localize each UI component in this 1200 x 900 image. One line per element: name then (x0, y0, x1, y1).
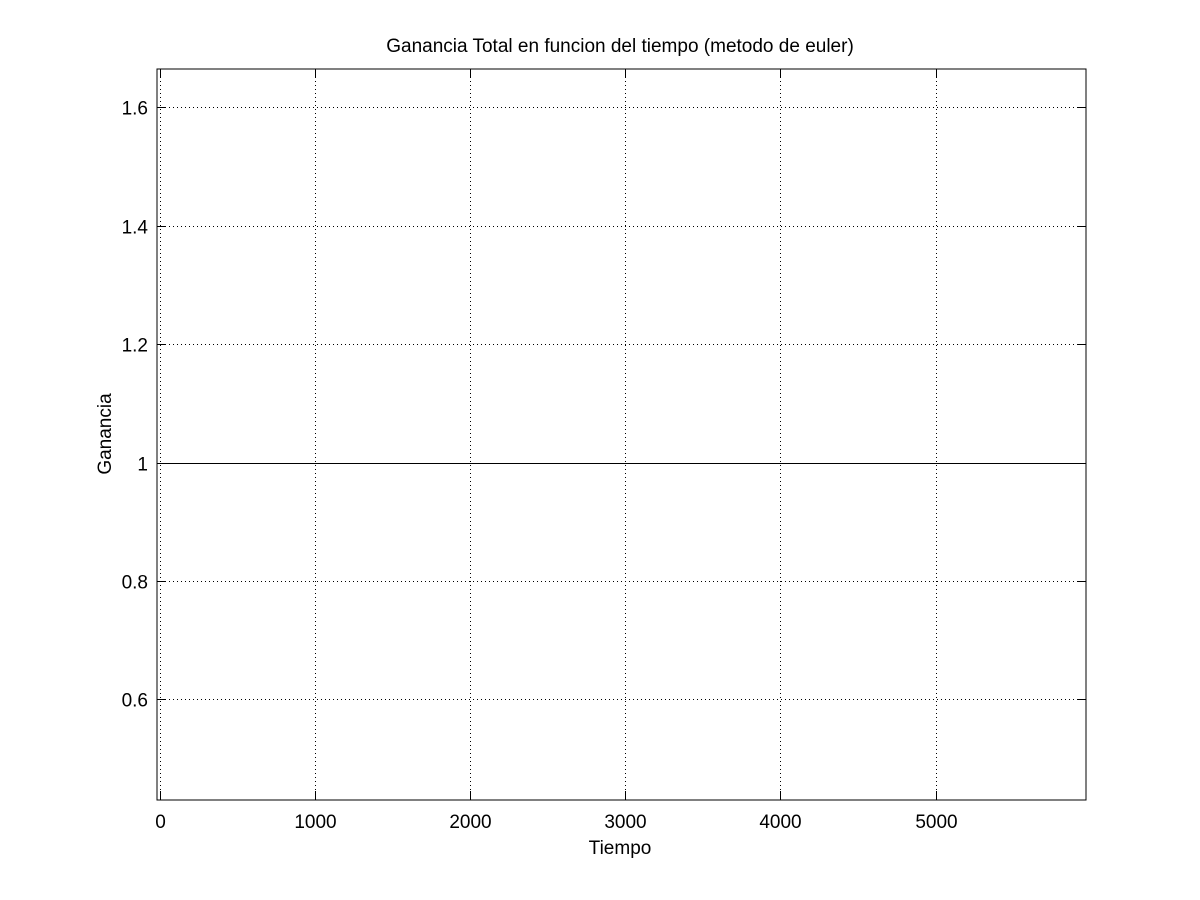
y-tick-labels: 0.6 0.8 1 1.2 1.4 1.6 (122, 99, 149, 712)
x-tick-label: 0 (155, 812, 166, 833)
y-tick-label: 0.6 (122, 691, 148, 712)
x-tick-label: 4000 (759, 812, 801, 833)
plot-area (157, 69, 1086, 800)
x-axis-label: Tiempo (589, 838, 652, 859)
x-tick-labels: 0 1000 2000 3000 4000 5000 (155, 812, 957, 833)
y-tick-label: 1 (137, 455, 148, 476)
tick-marks (157, 69, 1086, 800)
y-tick-label: 1.4 (122, 218, 149, 239)
x-tick-label: 5000 (915, 812, 957, 833)
chart-title: Ganancia Total en funcion del tiempo (me… (386, 36, 854, 57)
y-tick-label: 0.8 (122, 573, 148, 594)
y-tick-label: 1.6 (122, 99, 148, 120)
y-axis-label: Ganancia (95, 393, 116, 475)
x-tick-label: 1000 (294, 812, 336, 833)
x-tick-label: 3000 (604, 812, 646, 833)
x-tick-label: 2000 (449, 812, 491, 833)
axes-frame (156, 68, 1087, 801)
y-tick-label: 1.2 (122, 336, 148, 357)
